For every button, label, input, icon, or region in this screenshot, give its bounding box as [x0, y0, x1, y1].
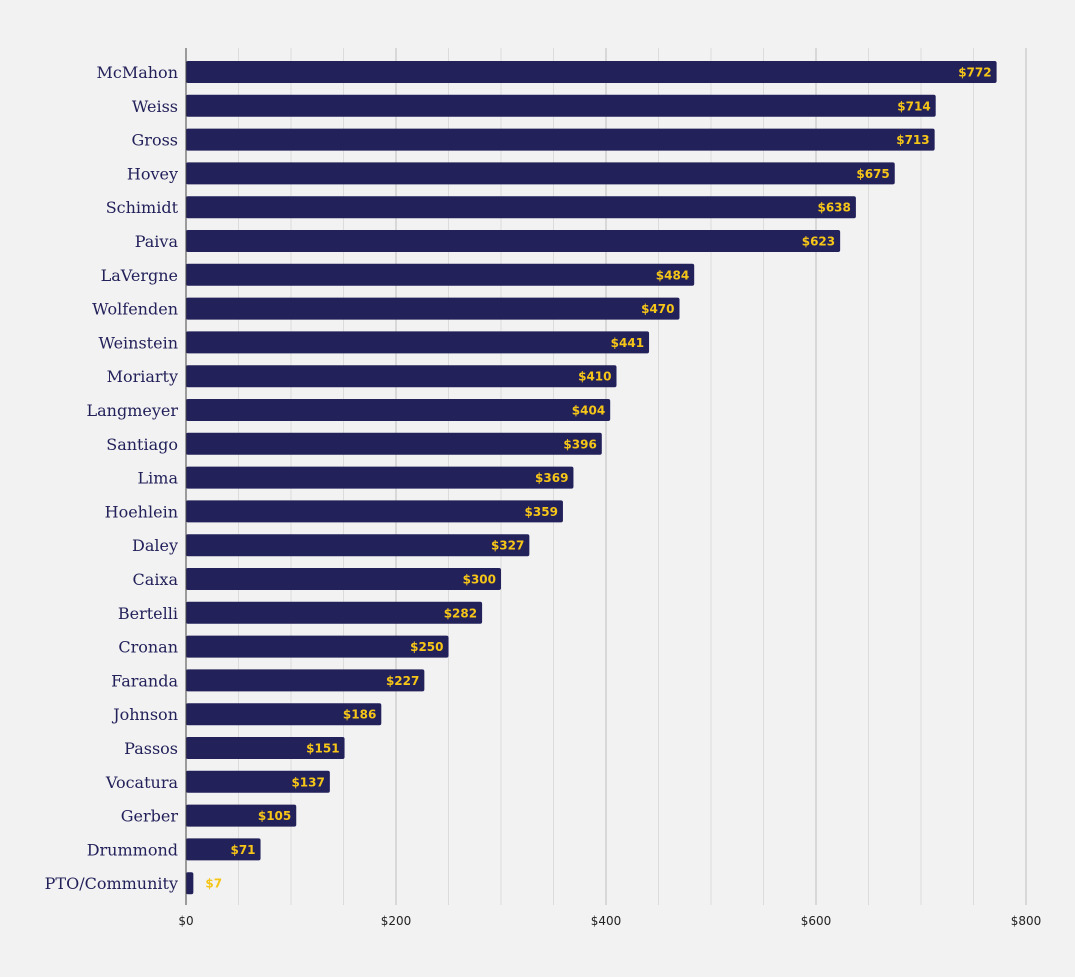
- value-label: $623: [802, 235, 835, 249]
- value-label: $71: [230, 843, 255, 857]
- category-labels: McMahon Weiss Gross Hovey Schimidt Paiva LaVer…: [45, 63, 179, 893]
- category-label: Moriarty: [107, 367, 178, 386]
- category-label: Gerber: [121, 807, 179, 826]
- x-tick-label: $800: [1011, 914, 1042, 928]
- bar-langmeyer: [186, 399, 611, 421]
- category-label: Schimidt: [106, 198, 179, 217]
- value-label: $369: [535, 471, 568, 485]
- value-label: $410: [578, 370, 611, 384]
- category-label: Hovey: [127, 164, 178, 183]
- category-label: Drummond: [87, 840, 178, 859]
- bars: [186, 61, 997, 895]
- category-label: Langmeyer: [86, 401, 178, 420]
- category-label: Bertelli: [118, 604, 178, 623]
- category-label: McMahon: [96, 63, 178, 82]
- value-label: $7: [205, 877, 222, 891]
- bar-gross: [186, 128, 935, 151]
- bar-santiago: [186, 432, 602, 455]
- bar-passos: [186, 737, 345, 759]
- value-label: $137: [291, 775, 324, 789]
- category-label: Hoehlein: [105, 502, 178, 521]
- value-label: $638: [817, 201, 850, 215]
- bar-bertelli: [186, 601, 483, 624]
- category-label: Johnson: [111, 705, 178, 724]
- bar-schimidt: [186, 196, 856, 219]
- bar-faranda: [186, 669, 425, 692]
- category-label: Weinstein: [98, 333, 178, 352]
- category-label: Santiago: [106, 435, 178, 454]
- bar-cronan: [186, 635, 449, 658]
- bar-drummond: [186, 838, 261, 861]
- category-label: Paiva: [135, 232, 179, 251]
- category-label: Passos: [124, 739, 178, 758]
- category-label: Daley: [132, 536, 178, 555]
- value-label: $675: [856, 167, 889, 181]
- value-label: $282: [444, 606, 477, 620]
- value-label: $300: [463, 573, 496, 587]
- category-label: Caixa: [133, 570, 179, 589]
- value-label: $772: [958, 66, 991, 80]
- bar-paiva: [186, 230, 841, 252]
- bar-lima: [186, 466, 574, 489]
- bar-moriarty: [186, 365, 617, 388]
- category-label: Cronan: [118, 638, 178, 657]
- value-label: $404: [572, 404, 605, 418]
- x-tick-label: $600: [801, 914, 832, 928]
- category-label: Weiss: [132, 97, 178, 116]
- bar-wolfenden: [186, 297, 680, 320]
- value-label: $470: [641, 302, 674, 316]
- value-label: $250: [410, 640, 443, 654]
- value-label: $186: [343, 708, 376, 722]
- category-label: Vocatura: [105, 773, 179, 792]
- bar-daley: [186, 534, 530, 557]
- x-tick-label: $200: [381, 914, 412, 928]
- category-label: PTO/Community: [45, 874, 178, 893]
- bar-hoehlein: [186, 500, 563, 523]
- value-label: $484: [656, 268, 689, 282]
- bar-caixa: [186, 568, 501, 590]
- x-tick-label: $400: [591, 914, 622, 928]
- bar-johnson: [186, 703, 382, 726]
- x-tick-label: $0: [178, 914, 193, 928]
- bar-weinstein: [186, 331, 650, 354]
- value-label: $105: [258, 809, 291, 823]
- category-label: Lima: [138, 469, 179, 488]
- bar-pto-community: [186, 872, 194, 895]
- value-labels: $772 $714 $713 $675 $638 $623 $484 $470 $441 $410…: [205, 66, 991, 891]
- value-label: $713: [896, 133, 929, 147]
- value-label: $151: [306, 742, 339, 756]
- bar-gerber: [186, 804, 297, 827]
- value-label: $227: [386, 674, 419, 688]
- bar-hovey: [186, 162, 895, 185]
- category-label: Gross: [132, 131, 178, 150]
- category-label: LaVergne: [101, 266, 178, 285]
- bar-vocatura: [186, 770, 330, 793]
- category-label: Wolfenden: [92, 300, 178, 319]
- value-label: $359: [525, 505, 558, 519]
- value-label: $327: [491, 539, 524, 553]
- value-label: $396: [563, 437, 596, 451]
- x-axis-tick-labels: $0 $200 $400 $600 $800: [178, 914, 1041, 928]
- category-label: Faranda: [111, 671, 178, 690]
- bar-weiss: [186, 94, 936, 117]
- bar-lavergne: [186, 263, 695, 286]
- value-label: $441: [611, 336, 644, 350]
- bar-mcmahon: [186, 61, 997, 83]
- value-label: $714: [897, 99, 930, 113]
